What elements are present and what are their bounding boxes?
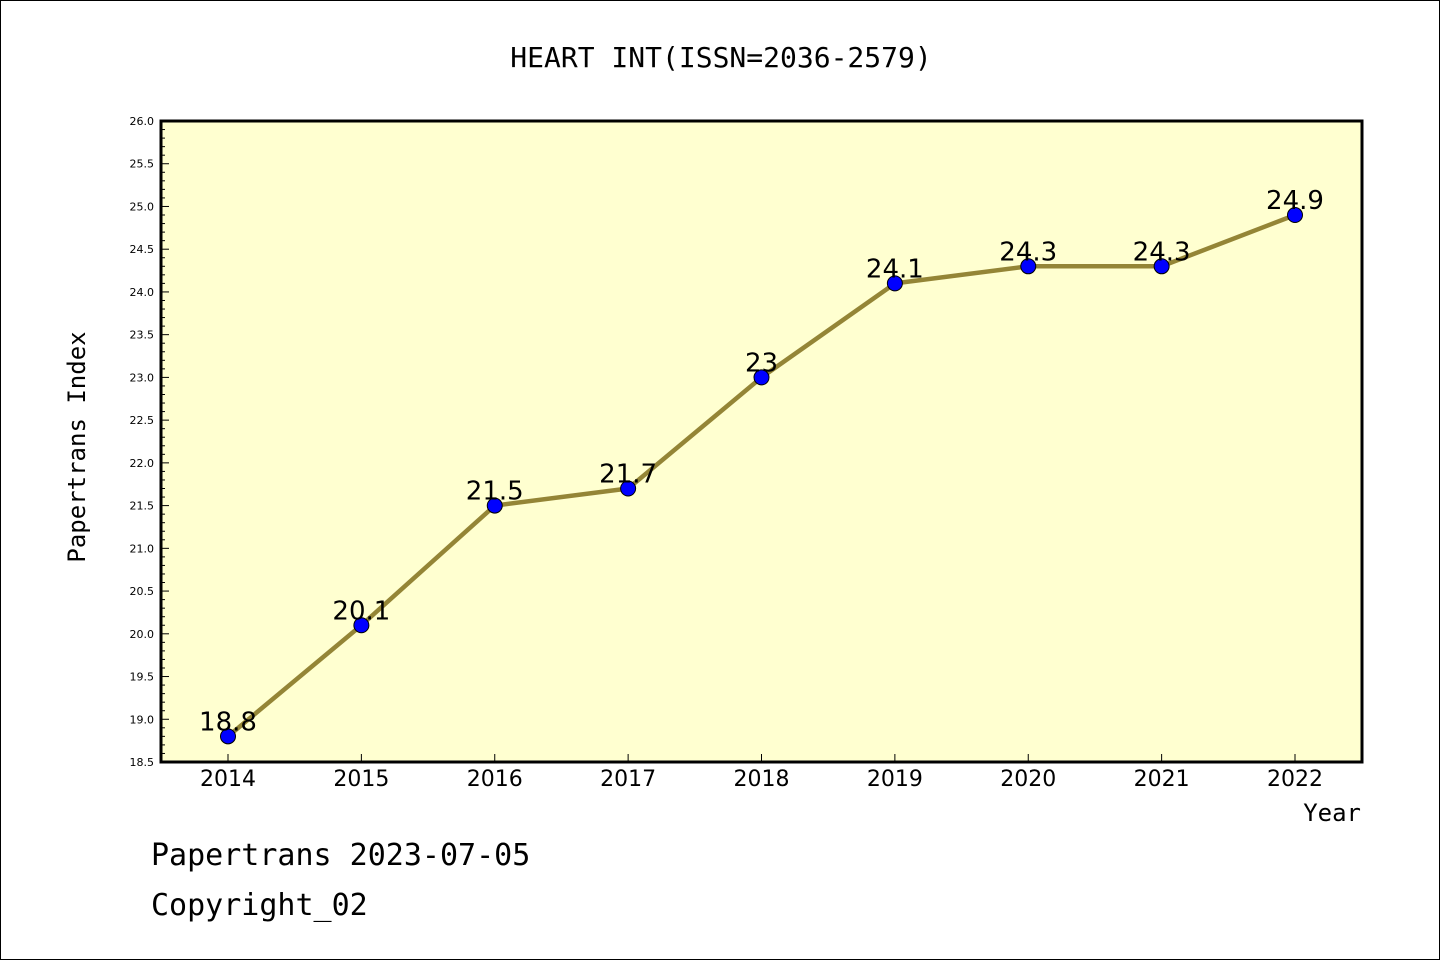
data-point [1287, 207, 1303, 224]
data-label: 23 [745, 348, 778, 378]
y-tick-label: 22.5 [130, 414, 155, 427]
data-label: 20.1 [332, 596, 390, 626]
data-point [220, 728, 236, 745]
x-tick-label: 2017 [600, 767, 656, 792]
y-tick-label: 24.0 [130, 286, 155, 299]
y-tick-label: 22.0 [130, 457, 155, 470]
y-tick-label: 19.5 [130, 671, 155, 684]
x-tick-label: 2016 [467, 767, 523, 792]
y-tick-label: 20.0 [130, 628, 155, 641]
data-point [353, 617, 370, 634]
y-tick-label: 18.5 [130, 756, 155, 769]
y-tick-label: 24.5 [130, 243, 155, 256]
x-tick-label: 2015 [333, 767, 389, 792]
data-label: 24.9 [1266, 186, 1324, 216]
data-point [886, 275, 903, 292]
y-tick-label: 19.0 [130, 713, 155, 726]
x-tick-label: 2021 [1134, 767, 1190, 792]
x-tick-label: 2018 [734, 767, 790, 792]
y-tick-label: 23.0 [130, 371, 155, 384]
y-tick-label: 21.0 [130, 542, 155, 555]
footer-date: Papertrans 2023-07-05 [151, 838, 530, 873]
data-label: 24.3 [999, 237, 1057, 267]
x-tick-label: 2019 [867, 767, 923, 792]
x-tick-label: 2022 [1267, 767, 1323, 792]
y-tick-label: 20.5 [130, 585, 155, 598]
data-label: 24.1 [866, 254, 924, 284]
y-tick-label: 23.5 [130, 329, 155, 342]
plot-border [159, 119, 1364, 764]
chart-title: HEART INT(ISSN=2036-2579) [510, 41, 931, 74]
y-tick-label: 26.0 [130, 115, 155, 128]
data-label: 24.3 [1133, 237, 1191, 267]
plot-area [161, 121, 1362, 762]
data-point [620, 480, 637, 497]
data-label: 21.7 [599, 460, 657, 490]
y-tick-label: 25.0 [130, 200, 155, 213]
x-tick-label: 2014 [200, 767, 256, 792]
footer-copyright: Copyright_02 [151, 888, 368, 923]
data-label: 18.8 [199, 707, 257, 737]
y-axis-label: Papertrans Index [63, 331, 91, 562]
x-axis-label: Year [1303, 799, 1361, 827]
data-point [486, 497, 503, 514]
data-point [753, 369, 770, 386]
y-tick-label: 25.5 [130, 158, 155, 171]
x-tick-label: 2020 [1000, 767, 1056, 792]
data-point [1020, 258, 1037, 275]
y-tick-label: 21.5 [130, 500, 155, 513]
data-point [1153, 258, 1170, 275]
data-label: 21.5 [466, 477, 524, 507]
